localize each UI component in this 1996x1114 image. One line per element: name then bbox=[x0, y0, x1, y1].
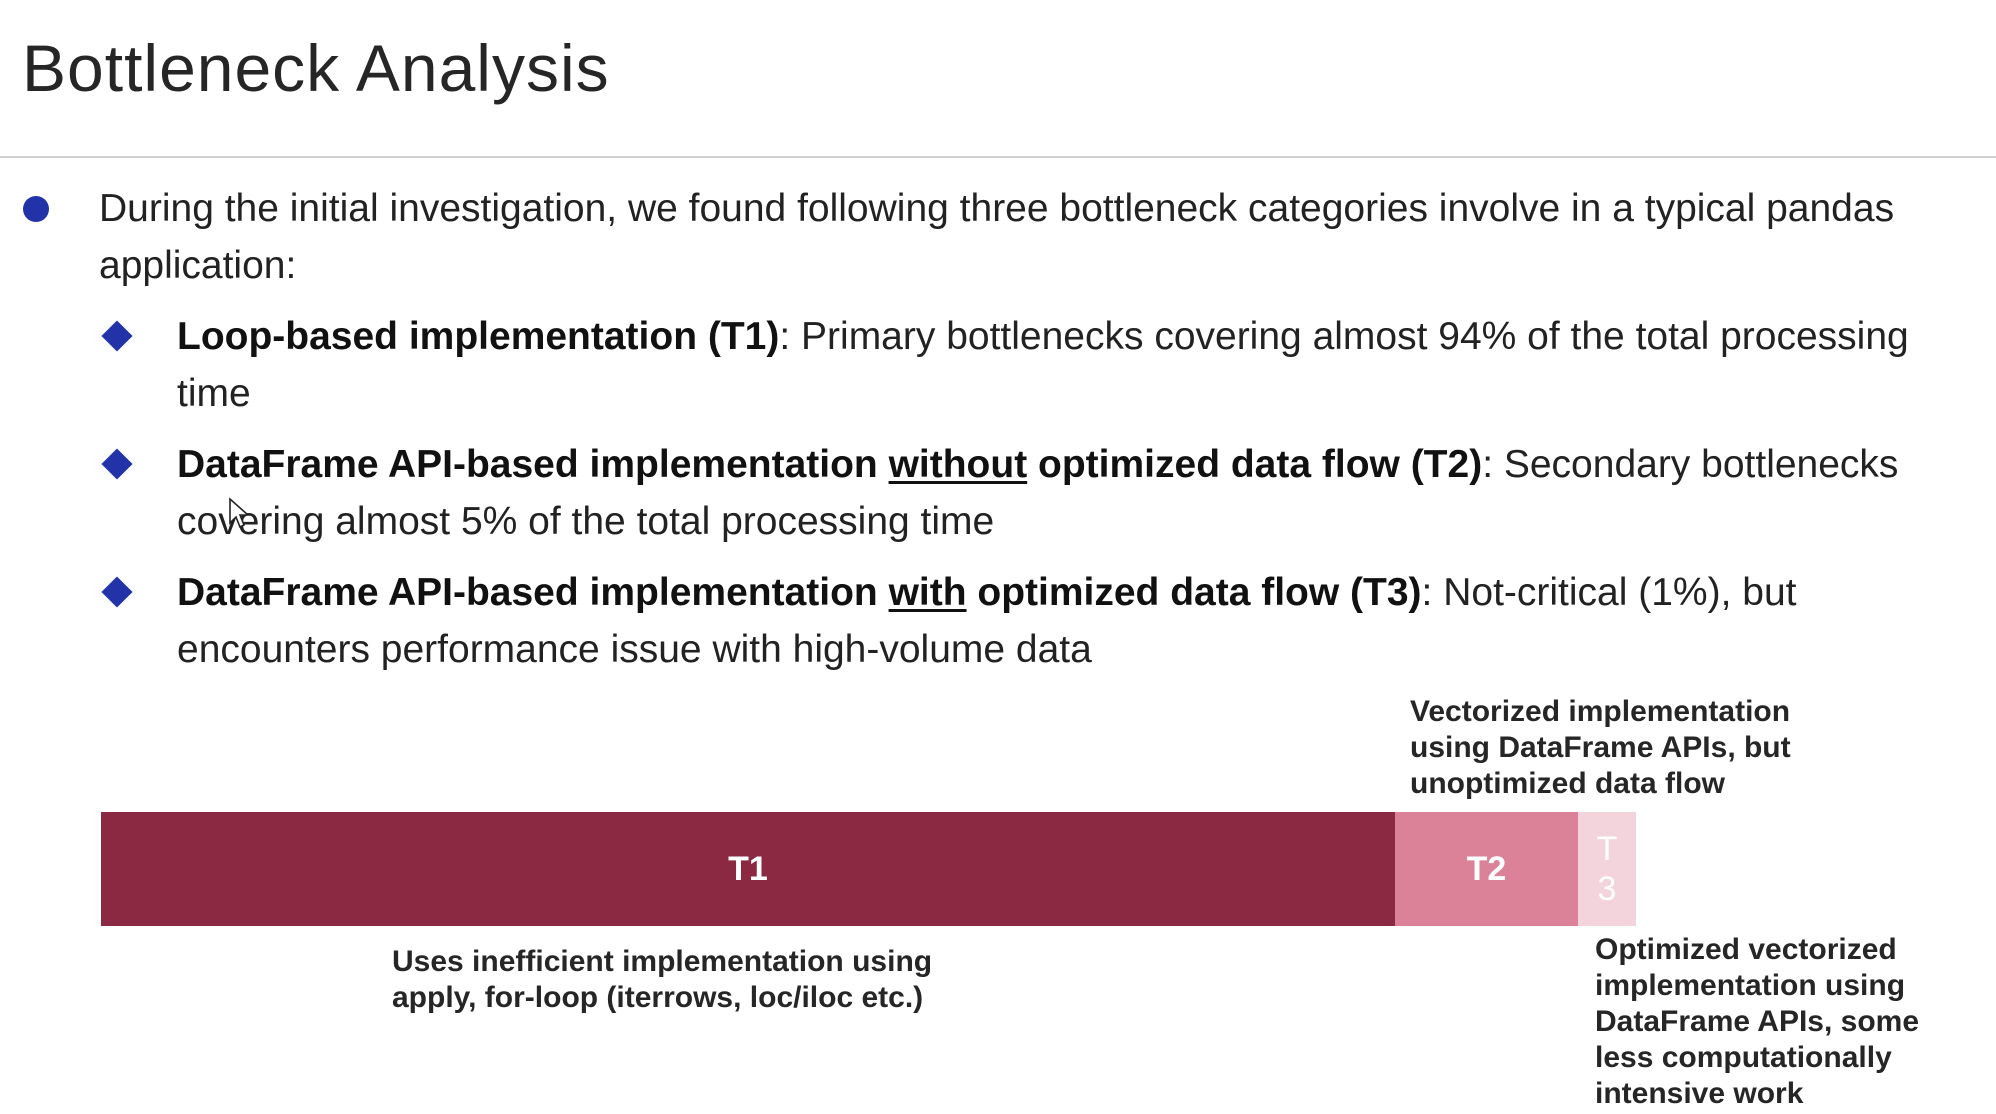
title-divider bbox=[0, 156, 1996, 158]
item-heading-rest: optimized data flow (T3) bbox=[966, 571, 1422, 614]
diamond-bullet-icon bbox=[101, 448, 133, 480]
bar-segment-t1: T1 bbox=[101, 812, 1395, 926]
item-heading: DataFrame API-based implementation bbox=[177, 571, 889, 614]
mouse-cursor-icon bbox=[229, 497, 250, 529]
bar-label-t3-bottom: 3 bbox=[1597, 870, 1617, 908]
intro-block: During the initial investigation, we fou… bbox=[23, 180, 1979, 294]
bullet-item-t1: Loop-based implementation (T1): Primary … bbox=[101, 308, 1989, 422]
item-emphasis: with bbox=[888, 571, 967, 614]
annotation-t2: Vectorized implementation using DataFram… bbox=[1410, 695, 1791, 800]
item-emphasis: without bbox=[888, 443, 1028, 486]
bar-label-t3-top: T bbox=[1596, 830, 1618, 868]
item-heading: Loop-based implementation (T1) bbox=[177, 315, 780, 358]
bar-segment-t2: T2 bbox=[1395, 812, 1578, 926]
item-heading-rest: optimized data flow (T2) bbox=[1027, 443, 1483, 486]
bar-label-t1: T1 bbox=[728, 849, 768, 888]
item-description: : Primary bottlenecks covering almost 94… bbox=[177, 315, 1909, 415]
page-title: Bottleneck Analysis bbox=[22, 31, 610, 105]
item-description: : Not-critical (1%), but encounters perf… bbox=[177, 571, 1797, 671]
item-heading: DataFrame API-based implementation bbox=[177, 443, 889, 486]
annotation-t1: Uses inefficient implementation using ap… bbox=[392, 945, 933, 1014]
intro-text: During the initial investigation, we fou… bbox=[99, 187, 1895, 287]
annotation-t3: Optimized vectorized implementation usin… bbox=[1595, 933, 1920, 1110]
bullet-item-t3: DataFrame API-based implementation with … bbox=[101, 564, 1989, 678]
item-description: : Secondary bottlenecks covering almost … bbox=[177, 443, 1899, 543]
diamond-bullet-icon bbox=[101, 576, 133, 608]
bullet-item-t2: DataFrame API-based implementation witho… bbox=[101, 436, 1989, 550]
slide-body: During the initial investigation, we fou… bbox=[0, 180, 1996, 1114]
bullet-circle-icon bbox=[23, 196, 49, 222]
bar-label-t2: T2 bbox=[1466, 849, 1507, 888]
bottleneck-bar-chart: Vectorized implementation using DataFram… bbox=[0, 694, 1996, 1114]
diamond-bullet-icon bbox=[101, 320, 133, 352]
